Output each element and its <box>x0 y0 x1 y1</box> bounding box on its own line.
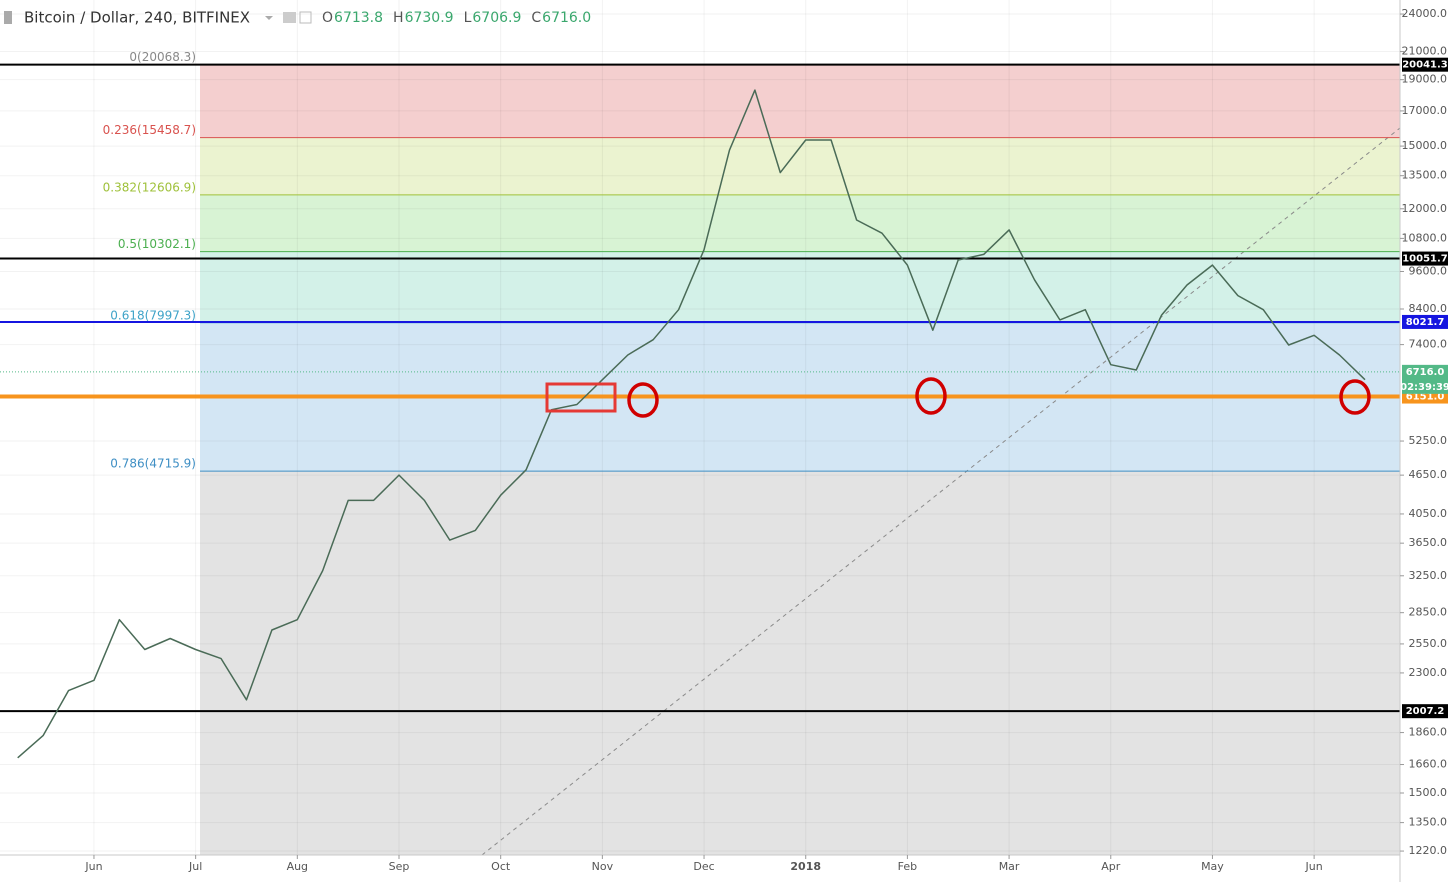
highlight-box <box>545 382 617 413</box>
ohlc-key: O <box>322 10 333 26</box>
fib-label: 0.382(12606.9) <box>103 180 196 194</box>
ohlc: O 6713.8 H 6730.9 L 6706.9 C 6716.0 <box>322 10 591 26</box>
price-tag-label: 8021.7 <box>1406 317 1445 328</box>
fib-label: 0.618(7997.3) <box>110 308 196 322</box>
fib-band <box>200 64 1400 138</box>
fib-band <box>200 194 1400 252</box>
x-tick-label: Aug <box>287 860 308 873</box>
circle-marker <box>1339 379 1371 415</box>
price-tag <box>1402 251 1448 266</box>
price-tag-label: 6151.0 <box>1406 392 1445 403</box>
x-tick-label: Mar <box>999 860 1020 873</box>
fib-band <box>200 471 1400 855</box>
x-tick-label: Oct <box>491 860 511 873</box>
y-tick-label: 10800.0 <box>1402 231 1448 244</box>
y-tick-label: 9600.0 <box>1409 264 1448 277</box>
y-tick-label: 13500.0 <box>1402 169 1448 182</box>
y-tick-label: 4650.0 <box>1409 468 1448 481</box>
icon[interactable] <box>283 12 296 23</box>
fib-label: 0.5(10302.1) <box>118 237 196 251</box>
icon[interactable] <box>299 11 312 24</box>
y-tick-label: 12000.0 <box>1402 202 1448 215</box>
grid <box>0 0 1400 855</box>
price-tag <box>1402 57 1448 72</box>
y-tick-label: 21000.0 <box>1402 45 1448 58</box>
circle-marker <box>915 377 947 415</box>
plot <box>17 89 1366 759</box>
fib-band <box>200 251 1400 323</box>
y-tick-label: 1220.0 <box>1409 844 1448 857</box>
fib-bands <box>200 64 1400 855</box>
y-tick-label: 19000.0 <box>1402 73 1448 86</box>
ohlc-value: 6706.9 <box>472 10 521 26</box>
ohlc-key: L <box>464 10 472 26</box>
circle-marker <box>627 382 659 418</box>
trend-line <box>481 127 1401 856</box>
x-tick-label: Jun <box>84 860 102 873</box>
price-tag <box>1402 314 1448 329</box>
last-price-tag <box>1402 364 1448 394</box>
ohlc-key: H <box>393 10 404 26</box>
x-tick-label: Dec <box>693 860 714 873</box>
y-tick-label: 24000.0 <box>1402 7 1448 20</box>
y-tick-label: 8400.0 <box>1409 302 1448 315</box>
y-tick-label: 1660.0 <box>1409 758 1448 771</box>
price-line <box>17 89 1366 759</box>
y-tick-label: 1500.0 <box>1409 786 1448 799</box>
price-tag <box>1402 704 1448 719</box>
fib-label: 0.236(15458.7) <box>103 123 196 137</box>
last-price-label: 6716.0 <box>1406 367 1445 378</box>
header: Bitcoin / Dollar, 240, BITFINEX O 6713.8 H… <box>4 9 591 27</box>
x-tick-label: Sep <box>389 860 410 873</box>
ohlc-key: C <box>531 10 541 26</box>
fib-label: 0(20068.3) <box>129 50 196 64</box>
y-tick-label: 1860.0 <box>1409 726 1448 739</box>
fib-label: 0.786(4715.9) <box>110 457 196 471</box>
y-tick-label: 2850.0 <box>1409 606 1448 619</box>
x-tick-label: Feb <box>898 860 917 873</box>
x-tick-label: May <box>1201 860 1224 873</box>
countdown: 02:39:39 <box>1400 382 1450 393</box>
x-tick-label: Jun <box>1305 860 1323 873</box>
y-tick-label: 2300.0 <box>1409 666 1448 679</box>
symbol-title: Bitcoin / Dollar, 240, BITFINEX <box>24 9 250 27</box>
y-tick-label: 7400.0 <box>1409 338 1448 351</box>
ohlc-value: 6716.0 <box>542 10 591 26</box>
price-tag-label: 20041.3 <box>1402 60 1448 71</box>
y-tick-label: 3650.0 <box>1409 536 1448 549</box>
y-tick-label: 3250.0 <box>1409 569 1448 582</box>
y-tick-label: 5250.0 <box>1409 434 1448 447</box>
x-tick-label: 2018 <box>790 860 821 873</box>
price-tag-label: 10051.7 <box>1402 254 1448 265</box>
y-tick-label: 1350.0 <box>1409 816 1448 829</box>
ohlc-value: 6730.9 <box>405 10 454 26</box>
x-tick-label: Jul <box>188 860 202 873</box>
price-tag-label: 2007.2 <box>1406 706 1445 717</box>
dropdown-arrow[interactable] <box>265 16 273 20</box>
y-tick-label: 15000.0 <box>1402 139 1448 152</box>
y-tick-label: 4050.0 <box>1409 507 1448 520</box>
y-tick-label: 2550.0 <box>1409 637 1448 650</box>
x-tick-label: Apr <box>1101 860 1121 873</box>
symbol-icon <box>4 11 12 24</box>
y-tick-label: 17000.0 <box>1402 104 1448 117</box>
x-tick-label: Nov <box>592 860 614 873</box>
ohlc-value: 6713.8 <box>334 10 383 26</box>
axes: 24000.0 21000.0 19000.0 17000.0 15000.0 13500… <box>84 7 1450 873</box>
